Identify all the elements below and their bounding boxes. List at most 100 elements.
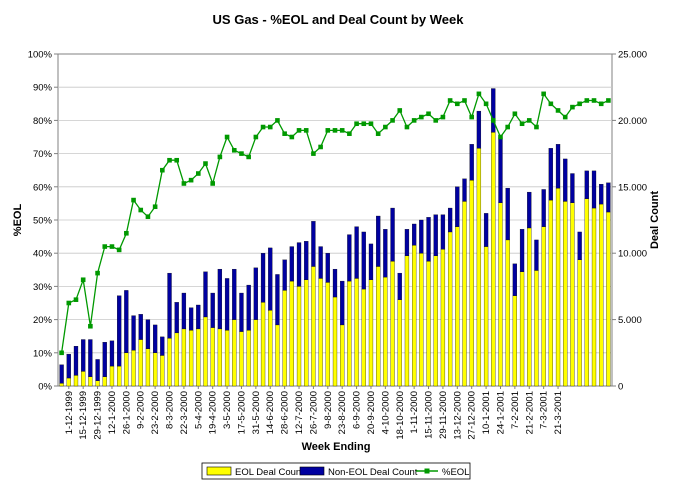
non-eol-bar [376,215,381,267]
eol-point [426,111,431,117]
x-tick-label: 7-2-2001 [510,391,521,429]
legend-noneol-swatch [299,466,325,476]
eol-point [59,350,64,356]
eol-point [512,111,518,117]
non-eol-bar [548,148,553,201]
eol-bar [505,239,510,387]
eol-line-series [59,91,611,356]
y-axis-left-label: %EOL [12,204,24,237]
non-eol-bar [368,243,374,280]
non-eol-bar [469,144,474,181]
eol-bar [289,280,294,387]
eol-point [339,128,345,133]
eol-point [390,118,395,123]
eol-point [347,131,352,136]
eol-bar [469,180,474,387]
eol-bar [253,319,258,387]
x-tick-label: 22-3-2000 [179,391,190,434]
non-eol-bar [59,364,64,384]
non-eol-bar [527,191,532,229]
eol-bar [412,245,417,387]
eol-point [462,98,467,103]
y-left-tick-label: 80% [33,116,53,127]
x-tick-label: 12-1-2000 [107,391,118,434]
non-eol-bar [584,170,589,199]
non-eol-bar [433,214,438,257]
eol-point [411,118,417,123]
eol-bar [519,271,525,387]
eol-bar [606,211,611,387]
x-tick-label: 31-5-2000 [251,391,262,434]
non-eol-bar [462,178,467,202]
eol-bar [332,296,338,387]
non-eol-bar [505,187,510,241]
eol-point [138,207,144,213]
non-eol-bar [476,110,482,149]
eol-bar [347,280,352,387]
non-eol-bar [541,189,546,227]
eol-bar [174,332,179,387]
non-eol-bar [347,234,352,282]
non-eol-bar [174,302,179,334]
eol-bar [153,352,158,387]
eol-point [203,161,208,166]
non-eol-bar [138,314,143,340]
x-tick-label: 17-5-2000 [236,391,247,434]
eol-point [368,121,374,127]
non-eol-bar [419,219,424,254]
y-right-tick-label: 0 [618,382,623,393]
eol-point [246,154,251,160]
eol-bar [124,352,129,387]
eol-bar [268,310,273,387]
eol-bar [131,349,136,387]
eol-point [231,147,237,153]
x-tick-label: 19-4-2000 [208,391,219,434]
eol-point [239,151,244,156]
eol-bar [210,327,215,387]
eol-bar [447,231,453,387]
eol-point [361,121,367,127]
eol-bar [397,299,402,387]
eol-bar [426,261,431,387]
x-tick-label: 10-1-2001 [481,391,492,434]
non-eol-bar [325,253,330,283]
x-tick-label: 4-10-2000 [380,391,391,434]
eol-point [562,114,568,120]
y-left-tick-label: 10% [33,348,53,359]
non-eol-bar [383,229,388,278]
eol-point [160,167,165,173]
eol-bar [224,330,230,387]
eol-bar [102,376,107,387]
x-tick-label: 12-7-2000 [294,391,305,434]
eol-bar [81,371,86,387]
eol-bar [476,148,482,387]
eol-bar [390,261,395,387]
x-tick-label: 21-3-2001 [553,391,564,434]
non-eol-bar [555,144,561,189]
eol-bar [376,266,381,387]
non-eol-bar [296,242,302,287]
eol-bar [419,253,424,387]
non-eol-bar [455,186,460,227]
eol-bar [599,203,604,387]
y-left-tick-label: 60% [33,182,53,193]
x-tick-label: 28-6-2000 [280,391,291,434]
eol-bar [570,202,575,387]
x-tick-label: 18-10-2000 [395,391,406,440]
y-axis-right-label: Deal Count [649,191,661,249]
eol-bar [66,377,71,387]
eol-point [498,134,503,140]
non-eol-bar [440,214,446,250]
x-axis: 1-12-1999 15-12-1999 29-12-1999 12-1-2000 26… [64,386,564,440]
non-eol-bar [246,284,251,331]
eol-bar [260,302,266,387]
eol-bar [88,376,93,387]
non-eol-bar [102,342,107,377]
legend-noneol-label: Non-EOL Deal Count [328,467,418,478]
x-tick-label: 9-8-2000 [323,391,334,429]
eol-point [526,118,532,123]
eol-point [534,124,539,130]
eol-bar [239,331,244,387]
x-tick-label: 13-12-2000 [452,391,463,440]
